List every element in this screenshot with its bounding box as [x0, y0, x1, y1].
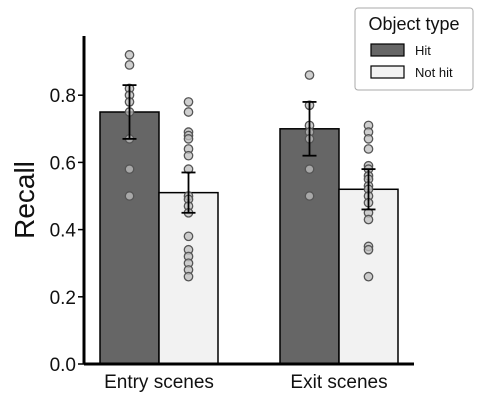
- legend-label-hit: Hit: [415, 43, 431, 58]
- y-tick-label: 0.4: [50, 221, 77, 242]
- y-tick-label: 0.6: [50, 153, 76, 174]
- x-category-label: Exit scenes: [290, 372, 387, 393]
- y-tick-label: 0.2: [50, 288, 76, 309]
- data-point: [183, 150, 194, 161]
- data-point: [183, 271, 194, 282]
- data-point: [183, 231, 194, 242]
- data-point: [363, 144, 374, 154]
- data-point: [304, 70, 315, 80]
- axes-group: [82, 36, 414, 366]
- data-point: [183, 97, 194, 107]
- data-point: [124, 60, 135, 70]
- data-point: [363, 134, 374, 144]
- y-tick-label: 0.8: [50, 86, 76, 107]
- x-ticks-group: Entry scenes Exit scenes: [104, 372, 387, 393]
- y-tick-label: 0.0: [50, 355, 76, 376]
- data-point: [124, 191, 135, 201]
- legend-title: Object type: [368, 14, 459, 34]
- legend-swatch-hit: [370, 43, 405, 57]
- data-point: [363, 214, 374, 225]
- bars-group: [99, 111, 399, 365]
- legend-label-not-hit: Not hit: [415, 65, 453, 80]
- y-axis-label: Recall: [9, 161, 40, 239]
- data-point: [363, 244, 374, 255]
- data-point: [304, 164, 315, 174]
- x-category-label: Entry scenes: [104, 372, 214, 393]
- bar-hit-exit: [279, 128, 340, 365]
- data-point: [183, 134, 194, 144]
- y-ticks-group: 0.0 0.2 0.4 0.6 0.8: [50, 86, 84, 376]
- legend-swatch-not-hit: [370, 65, 405, 79]
- data-point: [363, 271, 374, 282]
- data-point: [124, 164, 135, 174]
- data-point: [124, 50, 135, 60]
- data-point: [304, 191, 315, 201]
- bar-hit-entry: [99, 111, 160, 365]
- legend: Object type Hit Not hit: [354, 7, 474, 91]
- data-point: [183, 107, 194, 117]
- error-bars-group: [122, 84, 376, 214]
